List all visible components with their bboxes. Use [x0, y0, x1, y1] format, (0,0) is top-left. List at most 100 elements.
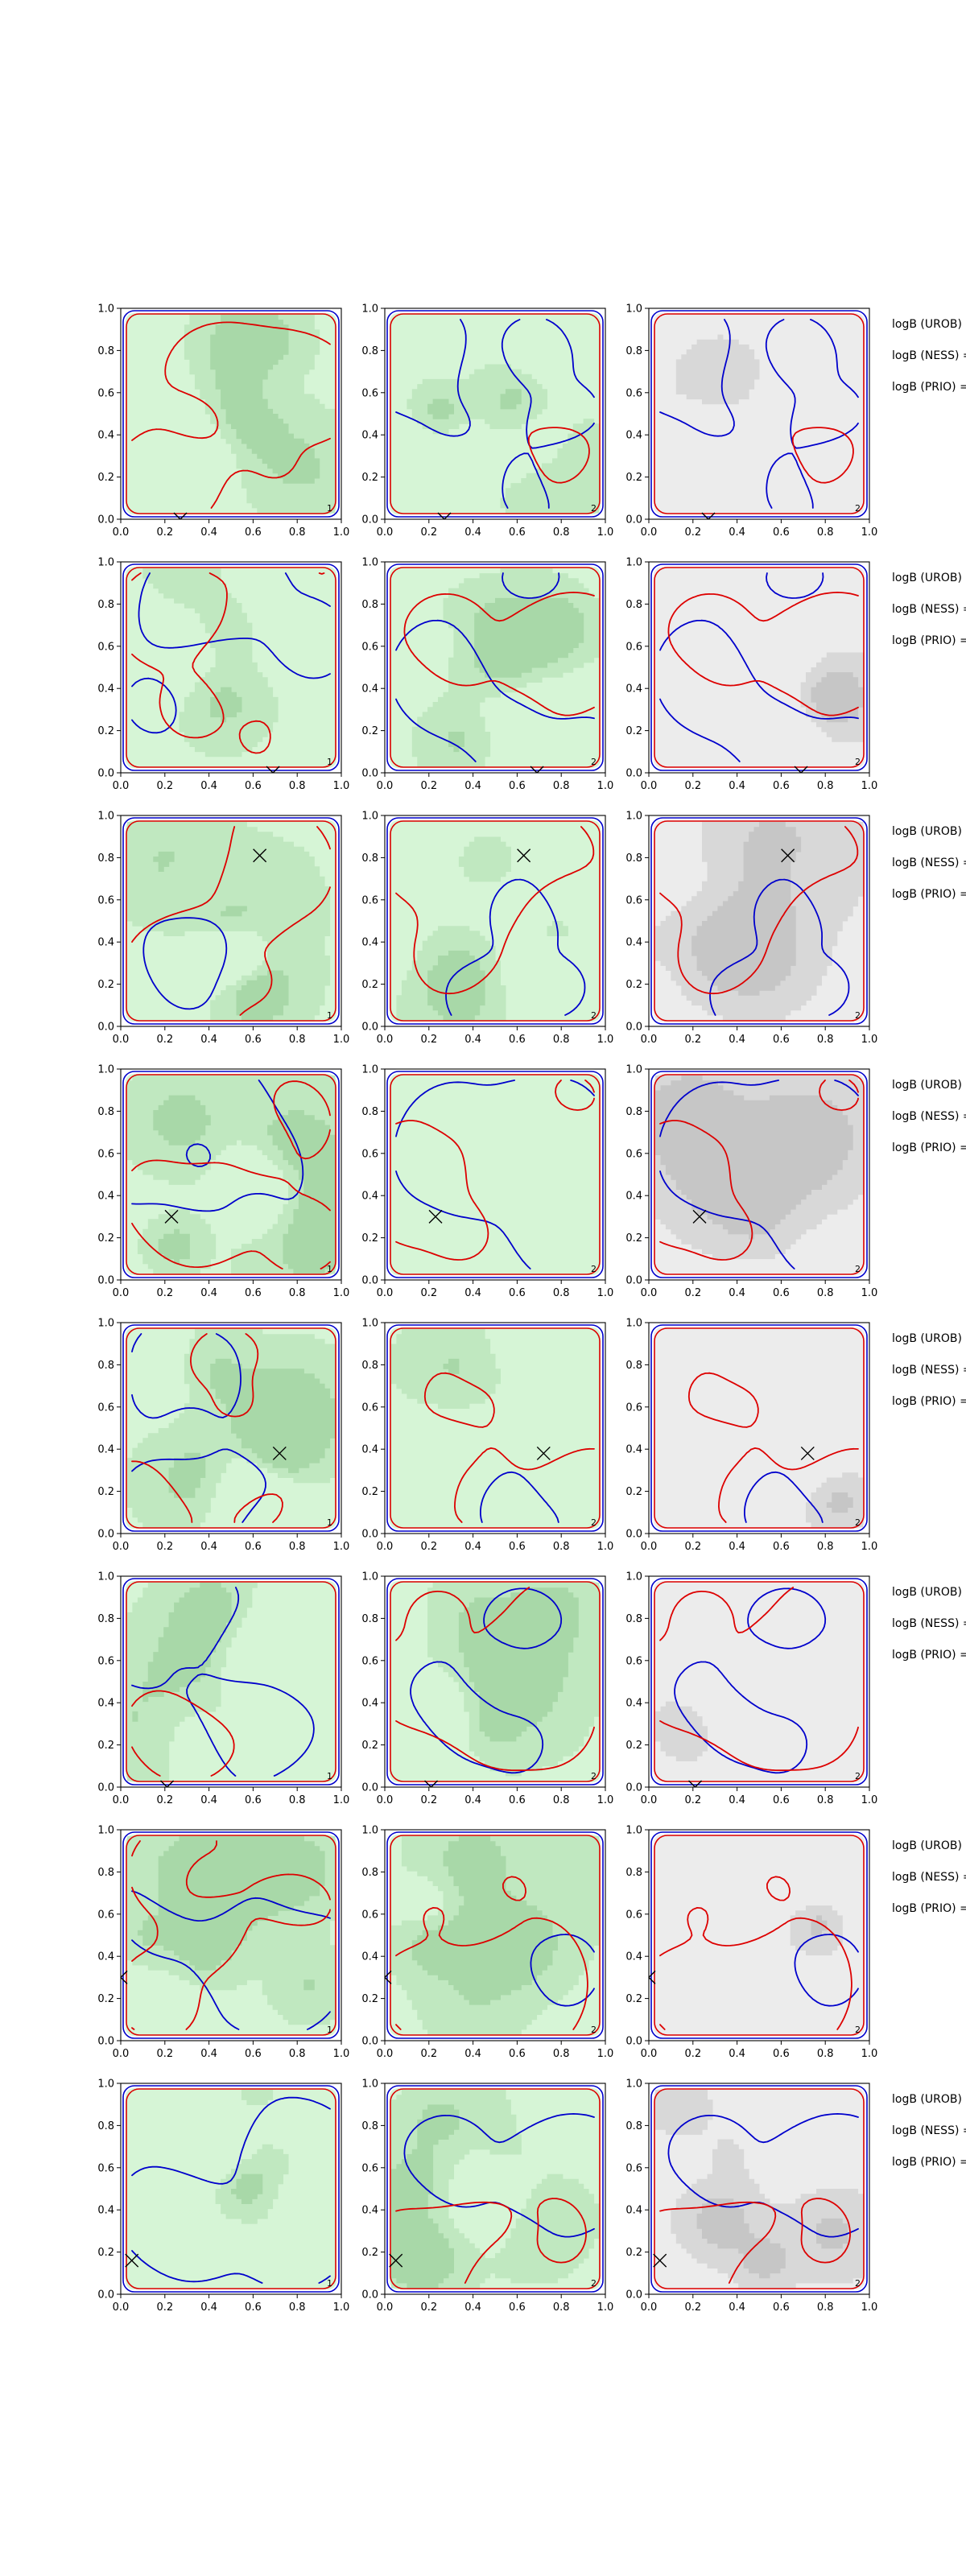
- panel-r5-c1: 1 0.0 0.2 0.4 0.6 0.8 1.0 0.0 0.2 0.4 0.6 0.8 1.0: [97, 1318, 349, 1554]
- y-tick-label: 0.8: [361, 1106, 378, 1118]
- density-fill-dark: [696, 2198, 848, 2279]
- x-tick-label: 0.2: [156, 2301, 173, 2314]
- panel-index-label: 2: [855, 1010, 861, 1021]
- axes-frame: [648, 1322, 870, 1534]
- contour-a: [142, 917, 228, 1010]
- x-tick-label: 0.6: [245, 526, 262, 539]
- contour-b-outer: [390, 2088, 601, 2289]
- x-tick-label: 0.4: [464, 526, 481, 539]
- side-note: logB (PRIO) =: [892, 634, 966, 647]
- x-tick-label: 1.0: [861, 2048, 878, 2060]
- y-tick-label: 0.0: [97, 1022, 114, 1034]
- side-note: logB (NESS) =: [892, 603, 966, 616]
- x-tick-label: 0.2: [156, 780, 173, 792]
- x-tick-label: 0.0: [377, 2301, 394, 2314]
- x-tick-label: 0.4: [729, 526, 745, 539]
- x-tick-label: 0.6: [245, 1034, 262, 1046]
- contour-a: [480, 1471, 559, 1523]
- contour-a-outer: [650, 1324, 868, 1532]
- contour-b: [131, 572, 325, 754]
- x-tick-label: 0.6: [245, 1794, 262, 1806]
- axes-frame: [384, 1575, 606, 1788]
- x-tick-label: 0.2: [684, 2048, 701, 2060]
- y-tick-label: 0.2: [625, 979, 642, 991]
- x-tick-label: 1.0: [333, 526, 350, 539]
- y-tick-label: 1.0: [625, 303, 642, 316]
- y-tick-label: 0.6: [361, 387, 378, 399]
- y-tick-label: 0.8: [361, 345, 378, 357]
- x-tick-label: 0.2: [156, 526, 173, 539]
- panel-r8-c3: 2 0.0 0.2 0.4 0.6 0.8 1.0 0.0 0.2 0.4 0.6 0.8 1.0: [625, 2079, 877, 2314]
- density-fill-dark: [137, 1836, 325, 1991]
- y-tick-label: 1.0: [97, 1318, 114, 1330]
- density-fill-mid: [407, 364, 600, 514]
- y-tick-label: 0.2: [97, 1993, 114, 2005]
- contour-a-outer: [386, 2085, 604, 2293]
- panel-index-label: 2: [855, 1517, 861, 1528]
- contour-b-outer: [390, 1327, 601, 1529]
- axes-frame: [648, 308, 870, 520]
- x-tick-label: 0.6: [509, 1287, 526, 1299]
- panel-index-label: 2: [855, 757, 861, 767]
- contour-a: [131, 2096, 331, 2284]
- x-tick-label: 0.2: [156, 1794, 173, 1806]
- side-note: logB (UROB) =: [892, 572, 966, 584]
- contour-b: [659, 1876, 852, 2030]
- side-note: logB (NESS) =: [892, 1364, 966, 1377]
- x-tick-label: 0.6: [509, 1794, 526, 1806]
- y-tick-label: 0.4: [97, 1951, 114, 1963]
- y-tick-label: 0.4: [625, 430, 642, 442]
- x-tick-label: 0.4: [729, 2301, 745, 2314]
- x-tick-label: 0.0: [377, 1541, 394, 1553]
- panel-index-label: 2: [591, 1517, 597, 1528]
- side-note: logB (UROB) =: [892, 318, 966, 331]
- x-tick-label: 0.6: [773, 2048, 790, 2060]
- y-tick-label: 0.2: [625, 1232, 642, 1245]
- x-tick-label: 0.8: [289, 780, 306, 792]
- x-tick-label: 0.4: [200, 1794, 217, 1806]
- x-tick-label: 1.0: [597, 780, 614, 792]
- y-tick-label: 0.8: [625, 1867, 642, 1879]
- marker-x: [530, 766, 544, 773]
- x-tick-label: 0.6: [509, 526, 526, 539]
- x-tick-label: 0.0: [113, 1794, 130, 1806]
- y-tick-label: 1.0: [625, 2079, 642, 2091]
- y-tick-label: 0.2: [625, 725, 642, 737]
- x-tick-label: 1.0: [861, 2301, 878, 2314]
- y-tick-label: 1.0: [97, 557, 114, 569]
- x-tick-label: 0.2: [684, 1034, 701, 1046]
- contour-b: [131, 1840, 331, 2030]
- y-tick-label: 0.8: [361, 2120, 378, 2132]
- x-tick-label: 0.0: [113, 526, 130, 539]
- y-tick-label: 0.2: [97, 2247, 114, 2259]
- panel-r2-c2: 2 0.0 0.2 0.4 0.6 0.8 1.0 0.0 0.2 0.4 0.6 0.8 1.0: [361, 557, 613, 793]
- density-fill-dark: [153, 851, 289, 1021]
- y-tick-label: 1.0: [97, 1064, 114, 1076]
- x-tick-label: 0.0: [113, 2301, 130, 2314]
- y-tick-label: 1.0: [361, 1571, 378, 1583]
- contour-b: [395, 1587, 595, 1772]
- y-tick-label: 0.0: [625, 1782, 642, 1794]
- y-tick-label: 0.4: [361, 1951, 378, 1963]
- x-tick-label: 1.0: [597, 1541, 614, 1553]
- x-tick-label: 1.0: [597, 1034, 614, 1046]
- marker-x: [536, 1446, 551, 1460]
- contour-b-outer: [126, 313, 336, 514]
- contour-a-outer: [386, 564, 604, 771]
- x-tick-label: 0.8: [817, 526, 834, 539]
- axes-frame: [648, 1575, 870, 1788]
- density-fill-mid: [675, 334, 760, 405]
- x-tick-label: 0.0: [641, 1287, 658, 1299]
- x-tick-label: 0.8: [817, 2301, 834, 2314]
- x-tick-label: 0.8: [553, 1034, 570, 1046]
- contour-b: [131, 1080, 331, 1269]
- y-tick-label: 0.2: [361, 1232, 378, 1245]
- panel-index-label: 2: [855, 1264, 861, 1274]
- y-tick-label: 0.8: [361, 1867, 378, 1879]
- y-tick-label: 0.2: [625, 2247, 642, 2259]
- panel-index-label: 2: [855, 2278, 861, 2289]
- x-tick-label: 0.0: [641, 1794, 658, 1806]
- x-tick-label: 0.2: [156, 1541, 173, 1553]
- axes-frame: [120, 561, 342, 774]
- x-tick-label: 0.8: [553, 2048, 570, 2060]
